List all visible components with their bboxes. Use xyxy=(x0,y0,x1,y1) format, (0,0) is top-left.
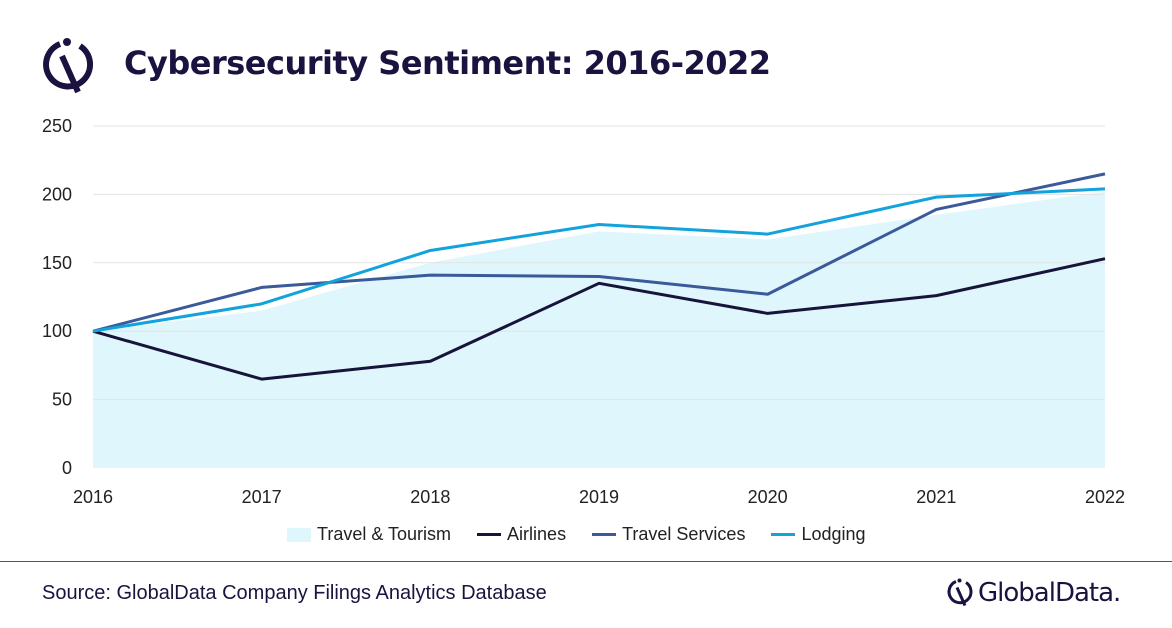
x-tick-label: 2016 xyxy=(73,487,113,507)
legend-label: Lodging xyxy=(801,524,866,544)
x-tick-label: 2021 xyxy=(916,487,956,507)
legend-label: Airlines xyxy=(507,524,567,544)
brand-logo: GlobalData. xyxy=(946,576,1121,610)
legend-label: Travel Services xyxy=(622,524,746,544)
legend-swatch xyxy=(287,527,311,542)
legend-label: Travel & Tourism xyxy=(317,524,452,544)
brand-name: GlobalData. xyxy=(978,578,1121,608)
y-tick-label: 50 xyxy=(52,390,72,410)
globaldata-logo-icon xyxy=(43,38,94,94)
x-tick-label: 2020 xyxy=(748,487,788,507)
x-tick-label: 2022 xyxy=(1085,487,1125,507)
y-tick-label: 0 xyxy=(62,458,72,478)
legend-item-travel-tourism: Travel & Tourism xyxy=(287,524,451,545)
legend-swatch xyxy=(477,533,502,536)
legend-swatch xyxy=(771,533,796,536)
line-airlines xyxy=(92,257,1106,381)
x-tick-label: 2017 xyxy=(242,487,282,507)
area-travel-tourism xyxy=(93,191,1105,468)
chart-title: Cybersecurity Sentiment: 2016-2022 xyxy=(124,44,771,82)
legend-item-airlines: Airlines xyxy=(477,524,566,545)
y-tick-label: 250 xyxy=(42,116,72,136)
legend-item-lodging: Lodging xyxy=(771,524,866,545)
divider xyxy=(0,561,1172,562)
y-tick-label: 200 xyxy=(42,184,72,204)
x-tick-label: 2019 xyxy=(579,487,619,507)
source-note: Source: GlobalData Company Filings Analy… xyxy=(42,582,547,604)
legend-item-travel-services: Travel Services xyxy=(592,524,745,545)
y-tick-label: 100 xyxy=(42,321,72,341)
legend: Travel & Tourism Airlines Travel Services L… xyxy=(287,524,866,545)
x-tick-label: 2018 xyxy=(410,487,450,507)
line-chart: 0 50 100 150 200 250 2016 2017 2018 2019 2020 2021 2… xyxy=(42,116,1125,507)
line-lodging xyxy=(92,187,1106,333)
line-travel-services xyxy=(92,172,1106,333)
legend-swatch xyxy=(592,533,617,536)
globaldata-logo-icon xyxy=(947,578,973,607)
y-tick-label: 150 xyxy=(42,253,72,273)
